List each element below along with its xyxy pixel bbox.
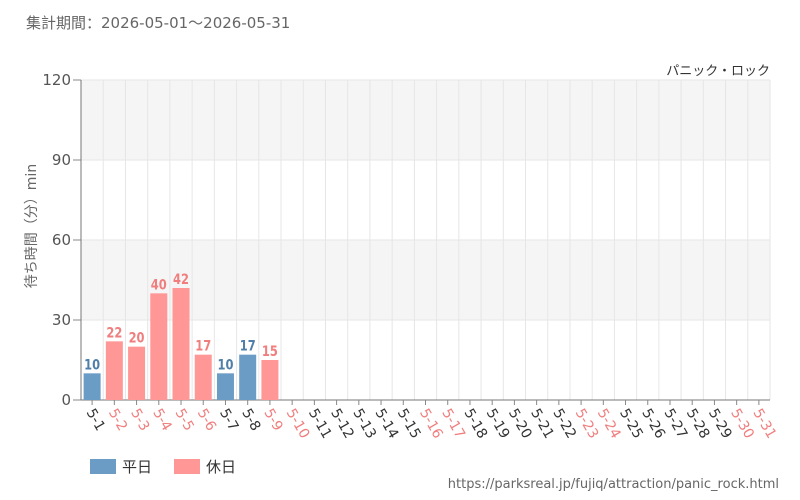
bar-5-2 (105, 341, 123, 400)
data-label-5-8: 17 (240, 339, 256, 355)
bar-5-4 (150, 293, 168, 400)
legend-label-weekday: 平日 (122, 458, 152, 476)
bar-5-6 (194, 354, 212, 400)
x-tick-label-5-4: 5-4 (149, 406, 174, 434)
y-tick-label: 120 (42, 71, 71, 89)
x-tick-label-5-3: 5-3 (127, 406, 152, 434)
data-label-5-3: 20 (129, 331, 145, 347)
x-tick-label-5-5: 5-5 (172, 406, 197, 434)
x-tick-label-5-9: 5-9 (260, 406, 285, 434)
legend-swatch-holiday (174, 459, 200, 474)
bar-5-5 (172, 288, 190, 400)
x-tick-label-5-31: 5-31 (749, 406, 779, 442)
data-label-5-2: 22 (106, 325, 122, 341)
data-label-5-7: 10 (217, 357, 233, 373)
chart-subtitle: パニック・ロック (666, 64, 770, 79)
bar-5-9 (261, 360, 279, 400)
x-tick-label-5-7: 5-7 (216, 406, 241, 434)
grid-band (81, 240, 770, 320)
plot-area: 0 30 60 90 120 10 5-1 22 5-2 20 5-3 40 5-4 42 5-5 17 5-6… (42, 71, 779, 442)
bar-5-7 (216, 373, 234, 400)
source-url[interactable]: https://parksreal.jp/fujiq/attraction/pa… (448, 477, 779, 492)
x-tick-label-5-2: 5-2 (105, 406, 130, 434)
legend-swatch-weekday (90, 459, 116, 474)
data-label-5-1: 10 (84, 357, 100, 373)
x-tick-label-5-6: 5-6 (194, 406, 219, 434)
data-label-5-5: 42 (173, 272, 189, 288)
y-tick-label: 90 (52, 151, 71, 169)
data-label-5-9: 15 (262, 344, 278, 360)
y-tick-label: 60 (52, 231, 71, 249)
legend-label-holiday: 休日 (206, 458, 236, 476)
y-axis-label: 待ち時間（分）min (24, 164, 40, 288)
period-text: 集計期間：2026-05-01～2026-05-31 (26, 14, 290, 32)
grid-band (81, 80, 770, 160)
bar-5-8 (239, 354, 257, 400)
data-label-5-6: 17 (195, 339, 211, 355)
x-tick-label-5-1: 5-1 (83, 406, 108, 434)
y-tick-label: 0 (61, 391, 71, 409)
bar-5-1 (83, 373, 101, 400)
x-tick-label-5-8: 5-8 (238, 406, 263, 434)
bar-5-3 (128, 346, 146, 400)
y-tick-label: 30 (52, 311, 71, 329)
data-label-5-4: 40 (151, 277, 167, 293)
legend: 平日 休日 (90, 458, 236, 476)
